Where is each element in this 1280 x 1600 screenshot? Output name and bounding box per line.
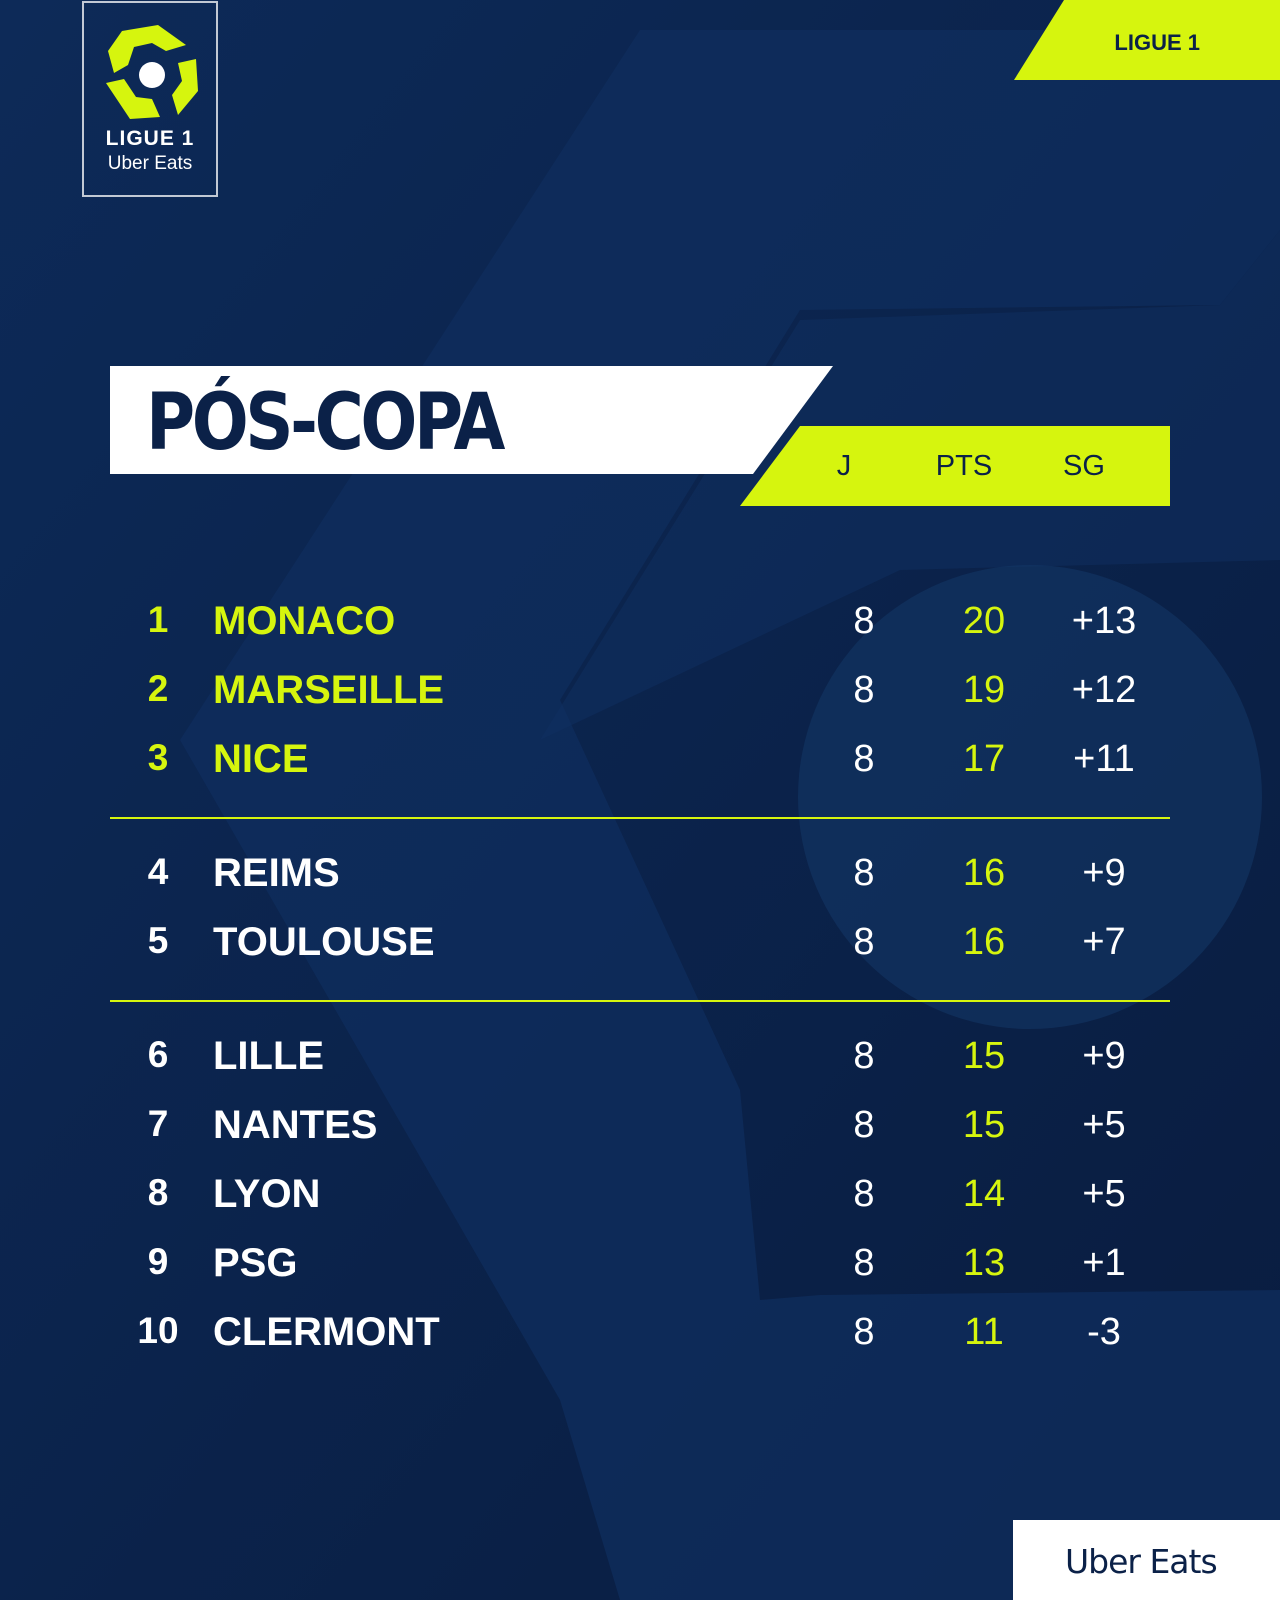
- ligue1-emblem-icon: [106, 25, 198, 119]
- page-title: PÓS-COPA: [146, 378, 505, 468]
- position: 5: [147, 920, 169, 961]
- games-played: 8: [853, 1311, 875, 1353]
- ligue1-logo: LIGUE 1 Uber Eats: [82, 1, 218, 197]
- team-name: NANTES: [213, 1103, 378, 1147]
- team-name: REIMS: [213, 851, 340, 895]
- goal-difference: -3: [1087, 1311, 1121, 1353]
- table-row: 2 MARSEILLE 8 19 +12: [0, 660, 1280, 720]
- points: 17: [962, 738, 1006, 780]
- games-played: 8: [853, 852, 875, 894]
- title-banner: PÓS-COPA: [110, 366, 833, 474]
- league-tag-label: LIGUE 1: [1114, 30, 1200, 55]
- logo-title: LIGUE 1: [105, 127, 195, 150]
- divider: [110, 1000, 1170, 1002]
- column-header-pts: PTS: [935, 450, 993, 482]
- table-row: 7 NANTES 8 15 +5: [0, 1095, 1280, 1155]
- team-name: NICE: [213, 737, 309, 781]
- team-name: LILLE: [213, 1034, 325, 1078]
- points: 15: [962, 1035, 1006, 1077]
- sponsor-badge: Uber Eats: [1013, 1520, 1280, 1600]
- goal-difference: +5: [1082, 1104, 1126, 1146]
- games-played: 8: [853, 669, 875, 711]
- team-name: PSG: [213, 1241, 298, 1285]
- team-name: TOULOUSE: [213, 920, 435, 964]
- points: 16: [962, 921, 1006, 963]
- league-tag: LIGUE 1: [1014, 0, 1280, 80]
- position: 8: [147, 1172, 169, 1213]
- column-header-bar: J PTS SG: [740, 426, 1170, 506]
- table-row: 6 LILLE 8 15 +9: [0, 1026, 1280, 1086]
- games-played: 8: [853, 1104, 875, 1146]
- table-row: 8 LYON 8 14 +5: [0, 1164, 1280, 1224]
- points: 16: [962, 852, 1006, 894]
- points: 14: [962, 1173, 1006, 1215]
- column-header-sg: SG: [1063, 450, 1105, 482]
- logo-sponsor: Uber Eats: [107, 153, 193, 174]
- goal-difference: +1: [1082, 1242, 1126, 1284]
- position: 7: [147, 1103, 169, 1144]
- games-played: 8: [853, 1173, 875, 1215]
- points: 13: [962, 1242, 1006, 1284]
- position: 9: [147, 1241, 169, 1282]
- games-played: 8: [853, 1035, 875, 1077]
- games-played: 8: [853, 1242, 875, 1284]
- table-row: 9 PSG 8 13 +1: [0, 1233, 1280, 1293]
- position: 4: [147, 851, 169, 892]
- team-name: MONACO: [213, 599, 396, 643]
- divider: [110, 817, 1170, 819]
- position: 2: [147, 668, 169, 709]
- position: 3: [147, 737, 169, 778]
- table-row: 10 CLERMONT 8 11 -3: [0, 1302, 1280, 1362]
- column-header-j: J: [836, 450, 852, 482]
- goal-difference: +12: [1071, 669, 1137, 711]
- table-row: 3 NICE 8 17 +11: [0, 729, 1280, 789]
- games-played: 8: [853, 600, 875, 642]
- points: 15: [962, 1104, 1006, 1146]
- table-row: 1 MONACO 8 20 +13: [0, 591, 1280, 651]
- goal-difference: +13: [1071, 600, 1137, 642]
- table-row: 4 REIMS 8 16 +9: [0, 843, 1280, 903]
- goal-difference: +11: [1073, 738, 1135, 780]
- goal-difference: +9: [1082, 1035, 1126, 1077]
- table-row: 5 TOULOUSE 8 16 +7: [0, 912, 1280, 972]
- games-played: 8: [853, 738, 875, 780]
- points: 11: [964, 1311, 1004, 1353]
- goal-difference: +5: [1082, 1173, 1126, 1215]
- position: 1: [147, 599, 169, 640]
- goal-difference: +9: [1082, 852, 1126, 894]
- position: 6: [147, 1034, 169, 1075]
- team-name: CLERMONT: [213, 1310, 440, 1354]
- games-played: 8: [853, 921, 875, 963]
- team-name: LYON: [213, 1172, 321, 1216]
- points: 19: [962, 669, 1006, 711]
- position: 10: [137, 1310, 179, 1351]
- sponsor-logo-text: Uber Eats: [1065, 1542, 1218, 1581]
- goal-difference: +7: [1082, 921, 1126, 963]
- team-name: MARSEILLE: [213, 668, 445, 712]
- points: 20: [962, 600, 1006, 642]
